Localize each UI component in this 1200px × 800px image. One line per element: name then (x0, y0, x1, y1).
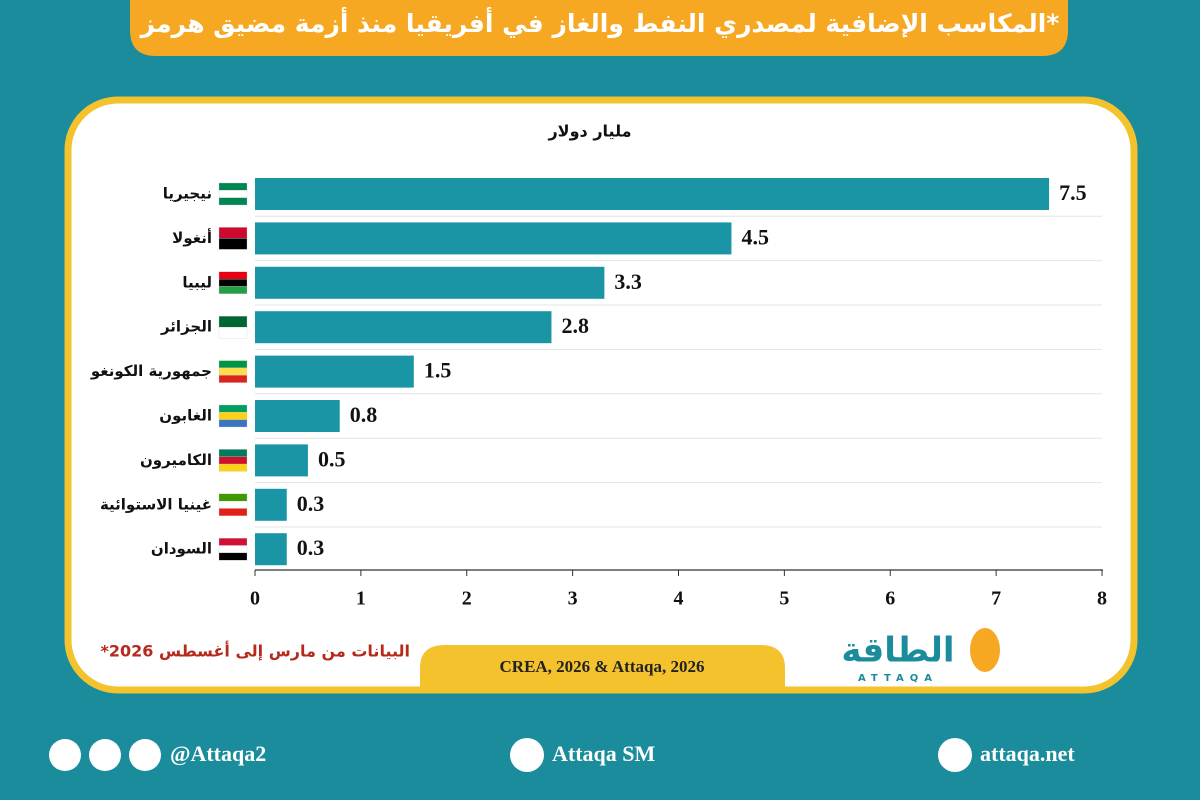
flag-stripe (218, 449, 248, 457)
flag-stripe (218, 500, 248, 509)
value-label: 0.5 (318, 446, 346, 471)
x-tick-label: 3 (568, 588, 578, 610)
x-tick-label: 8 (1097, 588, 1107, 610)
y-tick-label: الكاميرون (140, 451, 212, 469)
bar (255, 178, 1050, 210)
y-tick-label: غينيا الاستوائية (100, 495, 212, 513)
bar (255, 355, 414, 388)
flag-stripe (218, 493, 248, 502)
x-tick-label: 1 (356, 588, 366, 610)
flag-stripe (218, 238, 248, 250)
bar (255, 266, 605, 299)
flag-stripe (218, 375, 248, 383)
y-tick-label: جمهورية الكونغو (90, 362, 212, 380)
flag-stripe (218, 404, 248, 413)
youtube-icon[interactable] (510, 738, 544, 772)
value-label: 3.3 (614, 269, 642, 294)
bar (255, 444, 308, 477)
y-tick-label: نيجيريا (163, 185, 212, 203)
flag-stripe (218, 545, 248, 554)
flag-stripe (218, 367, 248, 376)
logo: الطاقة ATTAQA (841, 628, 1000, 684)
bar (255, 222, 732, 255)
value-label: 0.3 (297, 535, 325, 560)
flag-stripe (218, 227, 248, 239)
flag-stripe (218, 538, 248, 546)
value-label: 0.3 (297, 491, 325, 516)
value-label: 0.8 (350, 402, 378, 427)
instagram-icon[interactable] (89, 739, 121, 771)
flag-stripe (218, 419, 248, 428)
flag-stripe (218, 360, 248, 369)
y-tick-label: أنغولا (172, 228, 212, 247)
footer: @Attaqa2 Attaqa SM attaqa.net (49, 738, 1075, 772)
y-tick-label: الجزائر (160, 318, 212, 336)
footnote: *البيانات من مارس إلى أغسطس 2026 (101, 641, 411, 661)
logo-text: الطاقة (841, 631, 954, 671)
social-handle[interactable]: @Attaqa2 (170, 741, 266, 766)
flag-stripe (218, 412, 248, 420)
x-tick-label: 2 (462, 588, 472, 610)
flag-stripe (218, 286, 248, 294)
bar (255, 311, 552, 344)
flag-stripe (218, 327, 248, 339)
logo-latin: ATTAQA (858, 673, 938, 684)
flag-stripe (218, 463, 248, 472)
flag-stripe (218, 552, 248, 561)
y-tick-label: الغابون (159, 407, 212, 425)
x-tick-label: 5 (779, 588, 789, 610)
y-tick-label: ليبيا (182, 273, 212, 291)
bar (255, 488, 287, 521)
value-label: 1.5 (424, 358, 452, 383)
value-label: 4.5 (741, 224, 769, 249)
bar (255, 400, 340, 432)
website[interactable]: attaqa.net (980, 741, 1075, 766)
chart-title: المكاسب الإضافية لمصدري النفط والغاز في … (139, 7, 1060, 39)
x-tick-label: 6 (885, 588, 895, 610)
source: CREA, 2026 & Attaqa, 2026 (500, 657, 705, 676)
x-icon[interactable] (49, 739, 81, 771)
flag-stripe (218, 197, 248, 206)
flag-stripe (218, 456, 248, 465)
axis-unit: مليار دولار (547, 122, 631, 141)
youtube-channel[interactable]: Attaqa SM (552, 741, 656, 766)
x-tick-label: 0 (250, 588, 260, 610)
source-box (420, 645, 785, 690)
flag-stripe (218, 271, 248, 280)
title-banner (130, 0, 1068, 56)
x-tick-label: 7 (991, 588, 1001, 610)
facebook-icon[interactable] (129, 739, 161, 771)
flag-stripe (218, 316, 248, 328)
value-label: 2.8 (561, 313, 589, 338)
web-icon[interactable] (938, 738, 972, 772)
flag-stripe (218, 508, 248, 516)
x-tick-label: 4 (674, 588, 684, 610)
value-label: 7.5 (1059, 180, 1087, 205)
logo-drop (970, 628, 1000, 672)
flag-stripe (218, 182, 248, 191)
bar (255, 533, 287, 566)
flag-stripe (218, 278, 248, 287)
y-tick-label: السودان (151, 540, 212, 558)
flag-stripe (218, 190, 248, 198)
